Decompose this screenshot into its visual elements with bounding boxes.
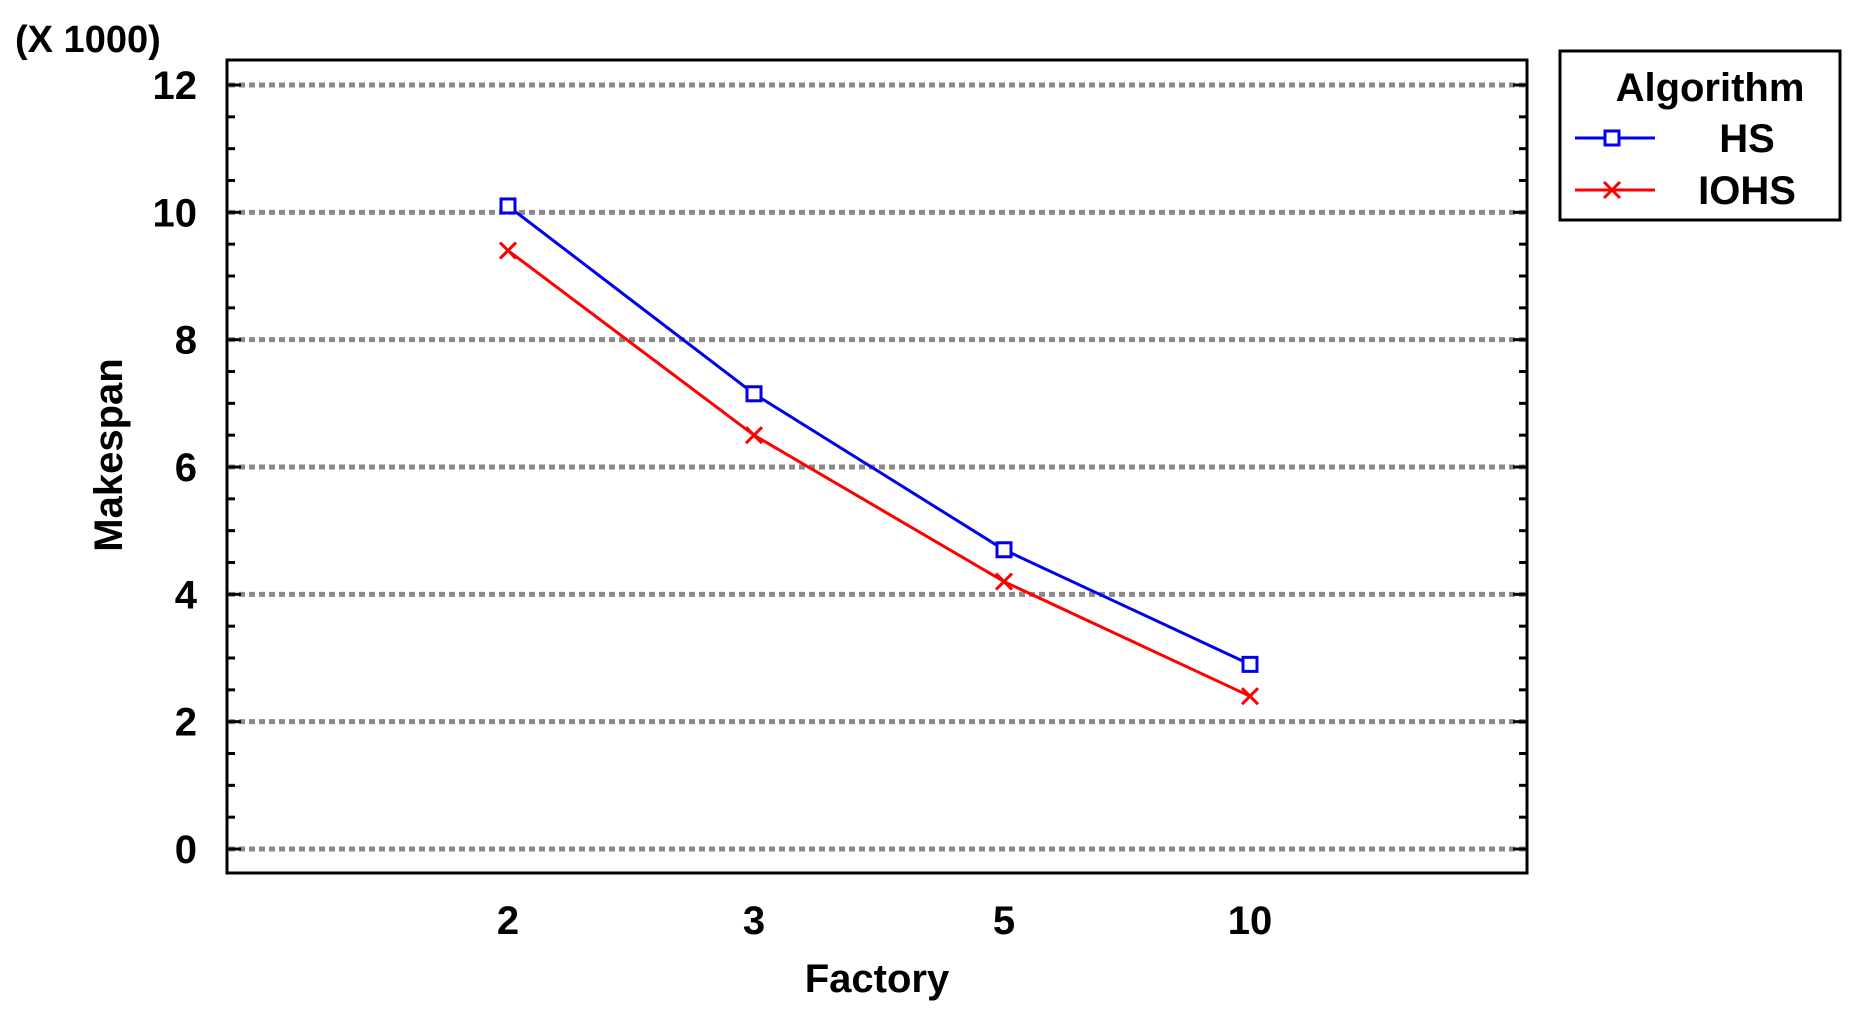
data-point-iohs	[994, 572, 1014, 591]
y-tick-label: 0	[175, 828, 197, 872]
legend: Algorithm HS IOHS	[1558, 49, 1842, 222]
legend-title: Algorithm	[1616, 66, 1805, 110]
data-point-hs	[745, 385, 763, 403]
y-tick-label: 2	[175, 701, 197, 745]
y-multiplier-label: (X 1000)	[15, 19, 161, 61]
legend-label-hs: HS	[1719, 117, 1775, 161]
x-tick-label: 2	[497, 899, 519, 943]
grid-layer	[229, 82, 1525, 852]
y-tick-label: 6	[175, 446, 197, 490]
x-tick-label: 3	[743, 899, 765, 943]
legend-label-iohs: IOHS	[1698, 169, 1796, 213]
tick-layer	[227, 83, 1527, 851]
series-layer	[498, 197, 1260, 706]
legend-marker-iohs	[1602, 180, 1622, 200]
y-axis-label: Makespan	[87, 358, 131, 551]
y-tick-label: 10	[153, 191, 198, 235]
data-point-hs	[1241, 655, 1259, 673]
x-axis-label: Factory	[805, 957, 950, 1001]
y-tick-label: 8	[175, 319, 197, 363]
data-point-hs	[499, 197, 517, 215]
label-layer: (X 1000) Makespan Factory 0 2 4 6 8 10 12 2 3 5 10	[15, 19, 1272, 1001]
data-point-hs	[995, 541, 1013, 559]
series-line-iohs	[507, 249, 1251, 698]
x-tick-label: 10	[1228, 899, 1273, 943]
y-tick-label: 12	[153, 64, 198, 108]
y-tick-label: 4	[175, 573, 198, 617]
data-point-iohs	[744, 426, 764, 445]
x-tick-label: 5	[993, 899, 1015, 943]
series-line-hs	[507, 204, 1251, 666]
data-point-iohs	[1240, 687, 1260, 706]
legend-marker-hs	[1603, 129, 1621, 147]
data-point-iohs	[498, 241, 518, 260]
legend-entries: HS IOHS	[1575, 117, 1796, 213]
